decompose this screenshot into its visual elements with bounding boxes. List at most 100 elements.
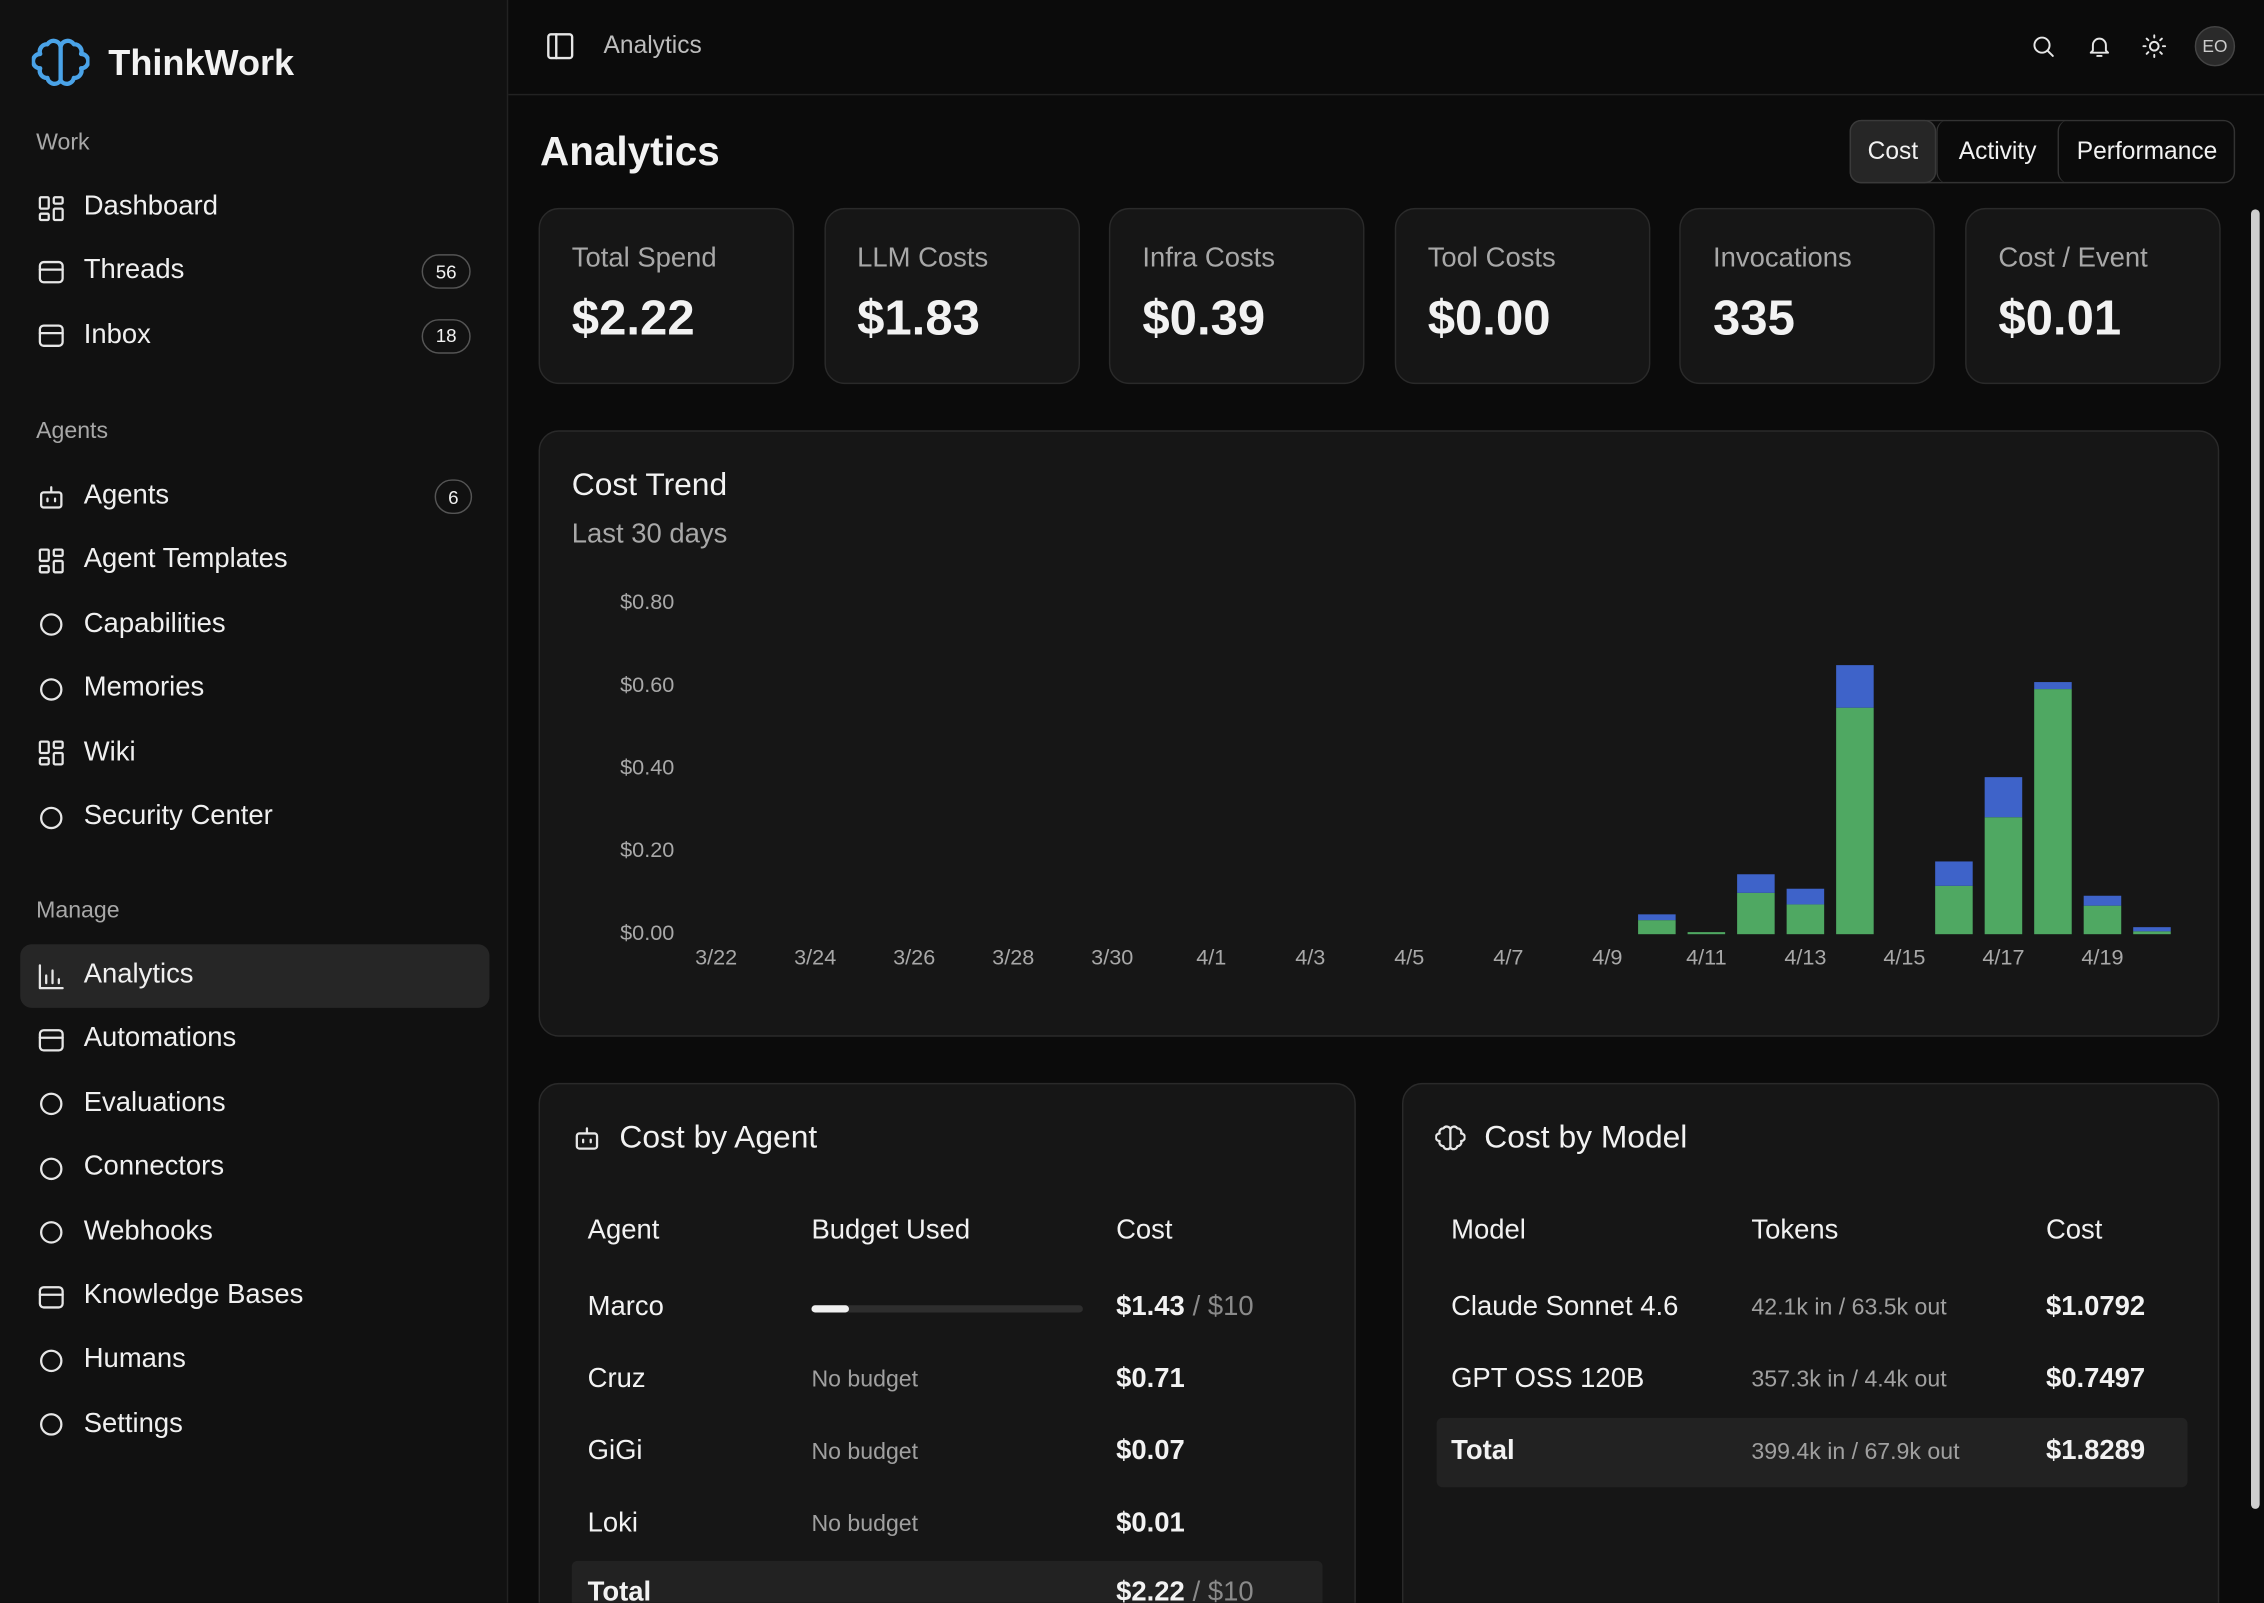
stat-card: [823, 207, 1080, 385]
bar-segment: [1638, 914, 1676, 921]
budget-text: No budget: [811, 1367, 919, 1393]
card-title: Cost by Agent: [619, 1118, 818, 1155]
stat-card: [1965, 207, 2221, 385]
bar-segment: [2133, 927, 2171, 932]
agent-name: Marco: [587, 1291, 664, 1323]
stat-card: [1109, 207, 1365, 385]
tab[interactable]: Activity: [1936, 119, 2057, 184]
stat-label: Total Spend: [571, 243, 717, 274]
bar-segment: [2083, 895, 2122, 906]
model-cost: $0.7497: [2045, 1363, 2146, 1395]
total-row: [571, 1560, 1323, 1603]
nav-item[interactable]: [20, 944, 490, 1008]
avatar[interactable]: EO: [2194, 25, 2236, 67]
x-tick-label: 4/9: [1592, 944, 1622, 969]
model-tokens: 42.1k in / 63.5k out: [1751, 1295, 1947, 1321]
section-title: Manage: [36, 898, 120, 924]
icon: [40, 485, 63, 508]
bar-segment: [1786, 888, 1825, 905]
x-tick-label: 3/22: [695, 944, 737, 969]
agent-total-limit: / $10: [1192, 1577, 1254, 1603]
x-tick-label: 4/3: [1295, 944, 1325, 969]
brand: ThinkWork: [108, 43, 295, 84]
nav-badge: 18: [421, 318, 471, 354]
bar-segment: [2083, 905, 2122, 935]
section-title: Work: [36, 130, 90, 156]
tab[interactable]: Performance: [2057, 119, 2236, 184]
icon: [38, 195, 64, 221]
x-tick-label: 4/11: [1686, 944, 1727, 969]
agent-name: GiGi: [587, 1436, 643, 1467]
column-header: Agent: [587, 1215, 660, 1246]
bar-segment: [1836, 665, 1874, 708]
nav-label: Wiki: [83, 736, 136, 767]
stat-value: $0.00: [1427, 291, 1551, 346]
model-tokens: 399.4k in / 67.9k out: [1751, 1440, 1960, 1465]
tab[interactable]: Cost: [1849, 119, 1937, 184]
x-tick-label: 4/5: [1394, 944, 1424, 969]
budget-limit: / $10: [1192, 1291, 1254, 1323]
stat-value: $0.39: [1142, 291, 1266, 346]
budget-track: [811, 1304, 1083, 1312]
section-title: Agents: [36, 419, 109, 444]
bar-segment: [2133, 931, 2171, 935]
icon: [40, 1349, 63, 1372]
icon: [38, 260, 64, 284]
icon: [38, 740, 64, 766]
icon: [40, 677, 63, 701]
stat-value: 335: [1713, 291, 1795, 346]
nav-label: Humans: [83, 1344, 186, 1375]
icon: [2142, 34, 2167, 59]
nav-label: Agent Templates: [83, 544, 288, 575]
agent-card: [538, 1082, 1356, 1603]
nav-badge: 6: [434, 479, 473, 515]
x-tick-label: 4/13: [1784, 944, 1826, 969]
bar-segment: [1935, 885, 1973, 935]
model-name: GPT OSS 120B: [1451, 1363, 1645, 1395]
icon: [38, 324, 64, 348]
x-tick-label: 4/7: [1493, 944, 1523, 969]
icon: [2033, 36, 2054, 57]
page-title: Analytics: [540, 128, 720, 174]
bar-segment: [1984, 817, 2023, 935]
y-tick-label: $0.40: [620, 755, 674, 780]
icon: [40, 1093, 63, 1116]
x-tick-label: 4/19: [2081, 944, 2123, 969]
nav-label: Inbox: [83, 319, 151, 350]
icon: [38, 1285, 64, 1308]
nav-label: Evaluations: [83, 1087, 226, 1119]
nav-label: Connectors: [83, 1151, 225, 1183]
model-name: Claude Sonnet 4.6: [1451, 1291, 1679, 1323]
bar-segment: [1737, 874, 1775, 893]
column-header: Cost: [1116, 1215, 1173, 1246]
agent-cost: $0.01: [1116, 1508, 1185, 1539]
stat-card: [538, 207, 795, 385]
y-tick-label: $0.00: [620, 920, 674, 945]
icon: [40, 805, 63, 829]
stat-label: Invocations: [1713, 243, 1852, 274]
icon: [40, 1157, 63, 1180]
y-tick-label: $0.80: [620, 589, 674, 614]
model-card: [1402, 1082, 2220, 1603]
column-header: Budget Used: [811, 1215, 971, 1246]
nav-label: Webhooks: [83, 1216, 213, 1247]
agent-cost: $1.43: [1116, 1291, 1185, 1323]
chart-card: [538, 430, 2220, 1037]
model-cost: $1.0792: [2045, 1291, 2146, 1323]
x-tick-label: 4/15: [1883, 944, 1925, 969]
x-tick-label: 3/28: [992, 944, 1034, 969]
bar-segment: [1984, 777, 2023, 818]
bar-segment: [1737, 892, 1775, 935]
icon: [38, 1028, 64, 1052]
x-tick-label: 3/30: [1091, 944, 1133, 969]
bar-segment: [2034, 682, 2072, 690]
bar-segment: [1935, 861, 1973, 886]
nav-label: Memories: [83, 672, 205, 703]
agent-name: Loki: [587, 1508, 638, 1539]
stat-value: $1.83: [857, 291, 980, 346]
stat-card: [1679, 207, 1936, 385]
nav-label: Capabilities: [83, 608, 226, 639]
card-title: Cost by Model: [1484, 1118, 1688, 1155]
nav-label: Agents: [83, 480, 170, 511]
nav-label: Dashboard: [83, 191, 218, 222]
